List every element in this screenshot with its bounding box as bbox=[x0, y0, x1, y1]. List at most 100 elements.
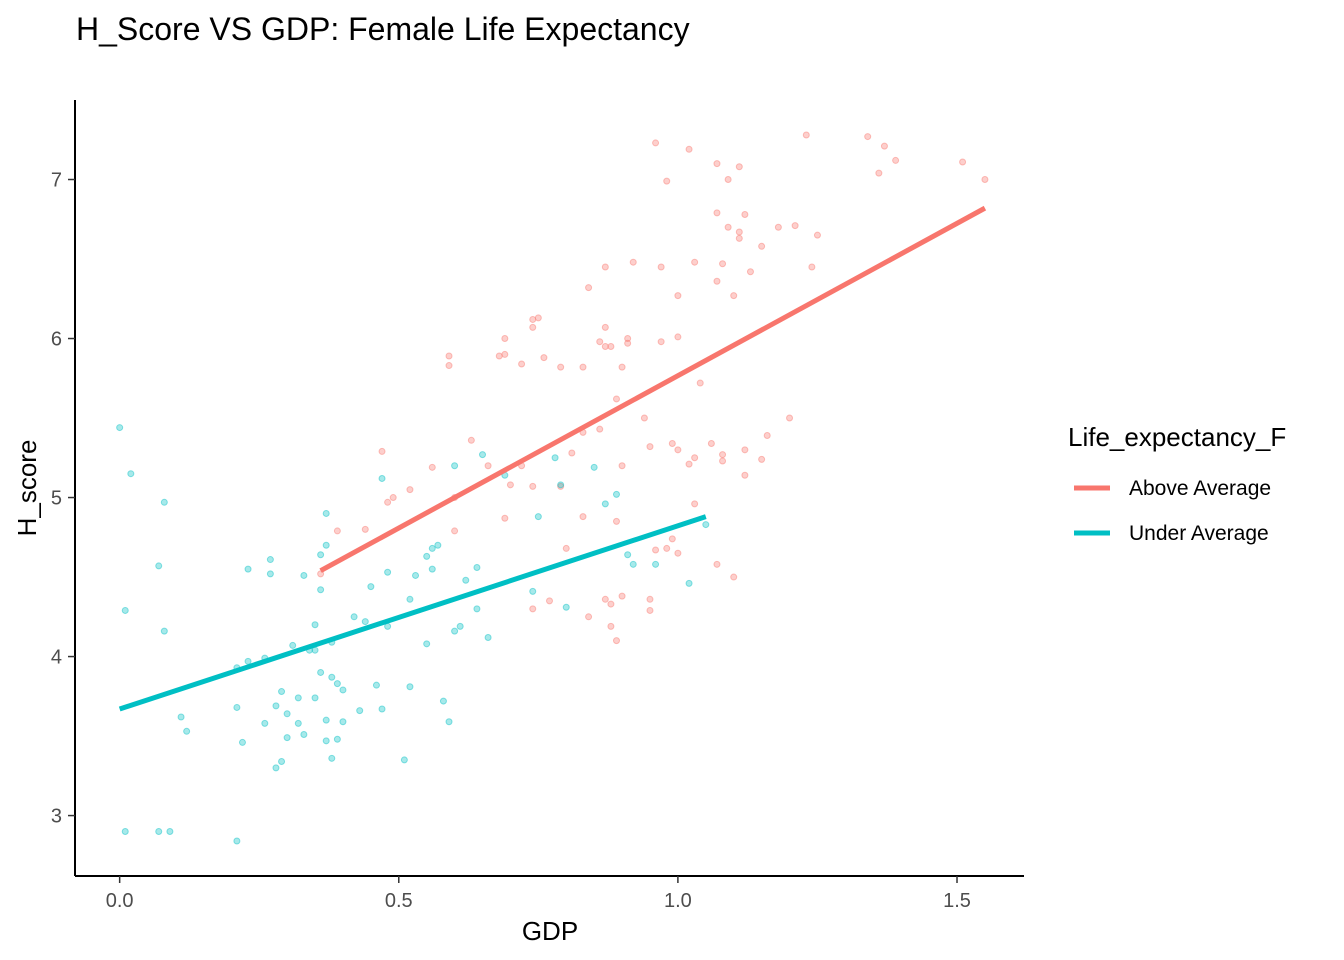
data-point bbox=[300, 730, 308, 738]
data-point bbox=[981, 176, 989, 184]
data-point bbox=[579, 363, 587, 371]
data-point bbox=[774, 223, 782, 231]
data-point bbox=[294, 694, 302, 702]
data-point bbox=[674, 549, 682, 557]
data-point bbox=[445, 362, 453, 370]
data-point bbox=[317, 586, 325, 594]
data-point bbox=[551, 454, 559, 462]
data-point bbox=[116, 424, 124, 432]
data-point bbox=[272, 764, 280, 772]
data-point bbox=[506, 481, 514, 489]
data-point bbox=[691, 258, 699, 266]
data-point bbox=[640, 414, 648, 422]
data-point bbox=[501, 335, 509, 343]
data-point bbox=[730, 292, 738, 300]
data-point bbox=[518, 360, 526, 368]
data-point bbox=[233, 837, 241, 845]
data-point bbox=[612, 517, 620, 525]
data-point bbox=[629, 258, 637, 266]
data-point bbox=[713, 560, 721, 568]
x-tick-label: 1.5 bbox=[943, 890, 971, 912]
data-point bbox=[322, 737, 330, 745]
data-point bbox=[607, 342, 615, 350]
data-point bbox=[339, 686, 347, 694]
data-point bbox=[406, 683, 414, 691]
data-point bbox=[183, 727, 191, 735]
data-point bbox=[674, 333, 682, 341]
data-point bbox=[735, 234, 743, 242]
data-point bbox=[328, 754, 336, 762]
data-point bbox=[652, 560, 660, 568]
data-point bbox=[601, 323, 609, 331]
data-point bbox=[479, 451, 487, 459]
data-point bbox=[317, 668, 325, 676]
data-point bbox=[311, 694, 319, 702]
data-point bbox=[741, 446, 749, 454]
data-point bbox=[596, 425, 604, 433]
data-point bbox=[356, 707, 364, 715]
data-point bbox=[562, 544, 570, 552]
data-point bbox=[445, 718, 453, 726]
data-point bbox=[557, 482, 565, 490]
data-point bbox=[735, 228, 743, 236]
data-point bbox=[495, 352, 503, 360]
data-point bbox=[663, 544, 671, 552]
data-point bbox=[266, 556, 274, 564]
data-point bbox=[339, 718, 347, 726]
data-point bbox=[579, 513, 587, 521]
data-point bbox=[557, 363, 565, 371]
data-point bbox=[462, 576, 470, 584]
x-tick-label: 1.0 bbox=[664, 890, 692, 912]
data-point bbox=[691, 454, 699, 462]
data-point bbox=[612, 637, 620, 645]
data-point bbox=[266, 570, 274, 578]
data-point bbox=[456, 622, 464, 630]
data-point bbox=[160, 627, 168, 635]
data-point bbox=[791, 222, 799, 230]
data-point bbox=[585, 613, 593, 621]
data-point bbox=[294, 719, 302, 727]
data-point bbox=[272, 702, 280, 710]
data-point bbox=[646, 606, 654, 614]
data-point bbox=[696, 379, 704, 387]
data-point bbox=[333, 735, 341, 743]
legend-label: Under Average bbox=[1129, 522, 1269, 545]
data-point bbox=[501, 514, 509, 522]
data-point bbox=[328, 673, 336, 681]
data-point bbox=[808, 263, 816, 271]
data-point bbox=[607, 622, 615, 630]
data-point bbox=[300, 571, 308, 579]
data-point bbox=[568, 449, 576, 457]
data-point bbox=[439, 697, 447, 705]
data-point bbox=[618, 363, 626, 371]
data-point bbox=[719, 457, 727, 465]
data-point bbox=[590, 463, 598, 471]
data-point bbox=[763, 432, 771, 440]
y-axis-title: H_score bbox=[12, 440, 42, 537]
data-point bbox=[758, 242, 766, 250]
data-point bbox=[730, 573, 738, 581]
x-axis-ticks: 0.0 0.5 1.0 1.5 bbox=[106, 876, 971, 912]
data-point bbox=[875, 169, 883, 177]
data-point bbox=[612, 490, 620, 498]
data-point bbox=[546, 597, 553, 605]
data-point bbox=[121, 606, 129, 614]
data-point bbox=[350, 613, 358, 621]
data-point bbox=[121, 827, 129, 835]
data-point bbox=[278, 688, 286, 696]
data-point bbox=[534, 513, 542, 521]
data-point bbox=[668, 439, 676, 447]
data-point bbox=[311, 621, 319, 629]
data-point bbox=[155, 562, 163, 570]
data-point bbox=[786, 414, 794, 422]
data-point bbox=[601, 595, 609, 603]
data-point bbox=[322, 541, 330, 549]
data-point bbox=[596, 338, 604, 346]
x-tick-label: 0.5 bbox=[385, 890, 413, 912]
data-point bbox=[238, 738, 246, 746]
data-point bbox=[501, 350, 509, 358]
data-point bbox=[707, 439, 715, 447]
data-point bbox=[389, 494, 397, 502]
data-point bbox=[601, 500, 609, 508]
y-tick-label: 3 bbox=[51, 806, 62, 828]
